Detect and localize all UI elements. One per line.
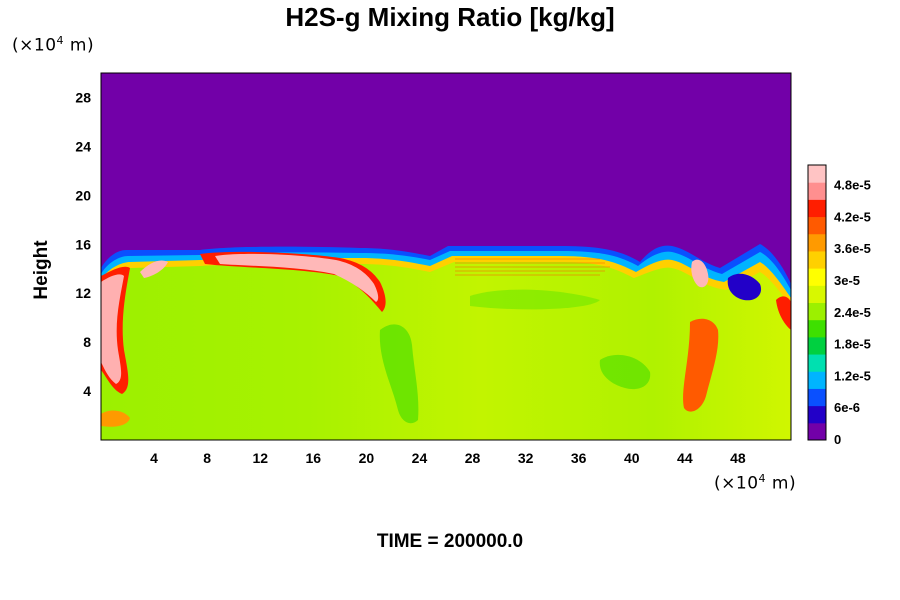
y-tick-label: 12 <box>75 285 91 301</box>
y-unit-exponent: 4 <box>56 34 65 47</box>
colorbar-segment <box>808 405 826 424</box>
x-unit-exponent: 4 <box>758 472 767 485</box>
left-column-pink <box>101 274 124 384</box>
x-tick-label: 40 <box>624 450 640 466</box>
top-pink-streak <box>215 253 379 302</box>
colorbar-label: 1.8e-5 <box>834 337 871 352</box>
x-tick-label: 12 <box>252 450 268 466</box>
x-tick-label: 48 <box>730 450 746 466</box>
colorbar-segment <box>808 388 826 407</box>
y-unit-prefix: (×10 <box>12 35 57 56</box>
colorbar-label: 3.6e-5 <box>834 241 871 256</box>
y-tick-label: 24 <box>75 138 91 154</box>
colorbar-segment <box>808 199 826 218</box>
colorbar-segment <box>808 354 826 372</box>
y-unit-suffix: m) <box>64 35 95 56</box>
x-tick-label: 16 <box>306 450 322 466</box>
colorbar-segment <box>808 268 826 286</box>
y-tick-label: 28 <box>75 89 91 105</box>
y-axis-unit: (×104 m) <box>12 34 94 56</box>
colorbar-segment <box>808 319 826 338</box>
bottom-left-orange <box>101 410 130 427</box>
colorbar-segment <box>808 422 826 441</box>
lower-mixed-region <box>101 262 791 440</box>
left-upper-pink <box>140 260 168 278</box>
x-tick-label: 32 <box>518 450 534 466</box>
colorbar-segment <box>808 302 826 321</box>
y-tick-labels: 4 8 12 16 20 24 28 <box>75 89 91 399</box>
x-tick-label: 20 <box>359 450 375 466</box>
colorbar-label: 2.4e-5 <box>834 305 871 320</box>
x-tick-label: 36 <box>571 450 587 466</box>
green-patch-upper <box>470 289 600 310</box>
plot-area <box>100 72 792 441</box>
right-red-column <box>683 318 719 412</box>
right-edge-red <box>776 296 791 330</box>
colorbar-segment <box>808 182 826 200</box>
colorbar-segment <box>808 165 826 183</box>
green-plume-center <box>379 324 419 424</box>
right-pink-spot <box>691 259 709 288</box>
x-unit-suffix: m) <box>766 473 797 494</box>
x-tick-label: 44 <box>677 450 693 466</box>
x-tick-label: 4 <box>150 450 158 466</box>
colorbar-label: 6e-6 <box>834 400 860 415</box>
colorbar-segment <box>808 336 826 355</box>
y-tick-label: 8 <box>83 334 91 350</box>
plot-frame <box>100 72 792 441</box>
colorbar-segment <box>808 233 826 252</box>
striation-texture <box>455 258 610 276</box>
colorbar-segment <box>808 216 826 235</box>
colorbar-label: 3e-5 <box>834 273 860 288</box>
colorbar-segment <box>808 371 826 389</box>
x-tick-label: 24 <box>412 450 428 466</box>
y-tick-label: 16 <box>75 236 91 252</box>
x-tick-labels: 4 8 12 16 20 24 28 32 36 40 44 48 <box>150 450 746 466</box>
colorbar-label: 4.8e-5 <box>834 178 871 193</box>
x-tick-label: 28 <box>465 450 481 466</box>
colorbar-frame <box>807 164 827 441</box>
colorbar-labels: 0 6e-6 1.2e-5 1.8e-5 2.4e-5 3e-5 3.6e-5 4.2e-5 4… <box>834 178 871 447</box>
x-tick-label: 8 <box>203 450 211 466</box>
green-plume-right <box>599 354 651 390</box>
colorbar-label: 0 <box>834 432 841 447</box>
x-axis-unit: (×104 m) <box>714 472 796 494</box>
y-tick-label: 4 <box>83 383 91 399</box>
y-tick-label: 20 <box>75 187 91 203</box>
colorbar-label: 4.2e-5 <box>834 209 871 224</box>
chart-title: H2S-g Mixing Ratio [kg/kg] <box>285 2 615 32</box>
x-unit-prefix: (×10 <box>714 473 759 494</box>
right-blue-swirl <box>727 273 762 301</box>
time-label: TIME = 200000.0 <box>376 531 524 552</box>
colorbar-segment <box>808 285 826 303</box>
colorbar-label: 1.2e-5 <box>834 368 871 383</box>
colorbar-segment <box>808 250 826 269</box>
colorbar <box>807 164 827 441</box>
